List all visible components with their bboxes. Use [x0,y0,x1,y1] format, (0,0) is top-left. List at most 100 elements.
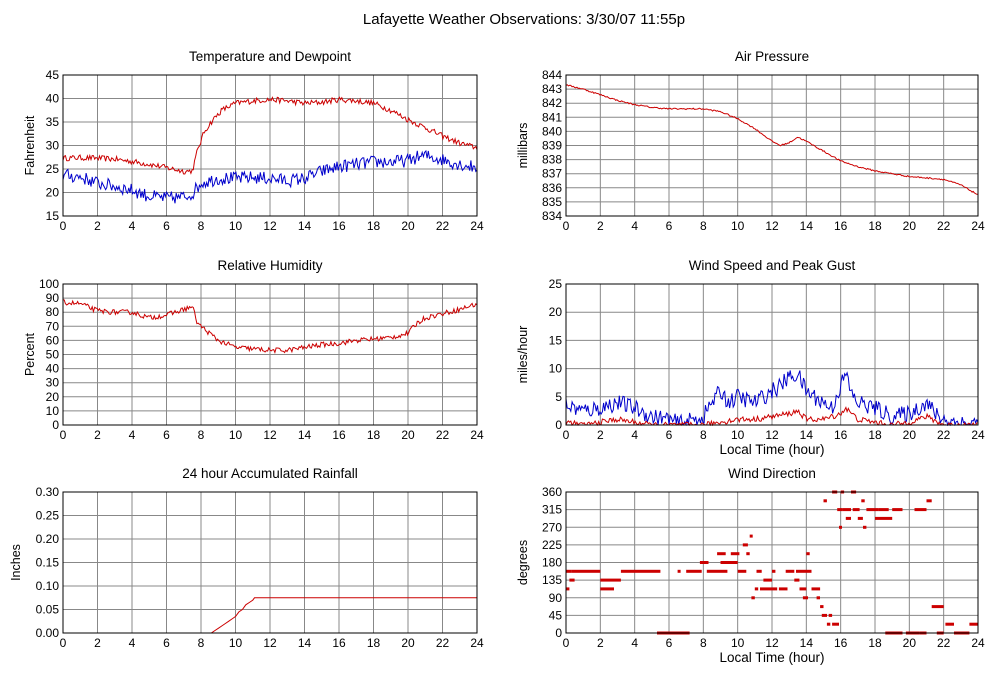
y-tick-label: 838 [542,153,562,167]
x-tick-label: 18 [367,428,381,442]
direction-point [677,569,681,573]
y-axis-label: millibars [516,123,530,169]
y-tick-label: 0.10 [36,579,60,593]
x-tick-label: 10 [731,636,745,650]
x-tick-label: 22 [937,219,951,233]
x-tick-label: 10 [229,636,243,650]
x-tick-label: 24 [470,636,484,650]
y-tick-label: 15 [549,333,563,347]
y-tick-label: 0 [555,626,562,640]
y-tick-label: 360 [542,485,562,499]
x-tick-label: 18 [367,636,381,650]
x-tick-label: 18 [868,219,882,233]
plot-frame [62,283,478,426]
direction-point [811,587,821,591]
x-tick-label: 8 [198,636,205,650]
y-axis-label: Inches [9,544,23,581]
x-tick-label: 8 [198,219,205,233]
panel-title: Wind Speed and Peak Gust [689,258,856,273]
y-tick-label: 0 [555,418,562,432]
x-tick-label: 0 [563,219,570,233]
x-tick-label: 24 [470,219,484,233]
x-tick-label: 0 [60,636,67,650]
x-tick-label: 12 [263,636,277,650]
x-tick-label: 4 [129,636,136,650]
x-tick-label: 14 [800,428,814,442]
direction-point [861,499,865,503]
direction-point [816,596,820,600]
y-tick-label: 0.05 [36,603,60,617]
direction-point [717,552,726,556]
x-tick-label: 14 [298,428,312,442]
direction-point [785,569,795,573]
direction-point [760,587,778,591]
x-tick-label: 14 [800,636,814,650]
grid [63,492,477,633]
y-tick-label: 0.25 [36,509,60,523]
direction-point [839,525,842,529]
direction-point [600,578,621,582]
x-tick-label: 18 [868,428,882,442]
direction-point [796,569,812,573]
y-tick-label: 10 [46,404,60,418]
x-tick-label: 4 [631,219,638,233]
x-tick-label: 10 [731,428,745,442]
y-tick-label: 841 [542,110,562,124]
direction-point [926,499,932,503]
y-tick-label: 837 [542,167,562,181]
x-tick-label: 20 [903,636,917,650]
y-tick-label: 840 [542,124,562,138]
direction-point [802,596,808,600]
x-tick-label: 4 [631,636,638,650]
direction-point [571,569,601,573]
plot-frame [62,74,478,217]
x-tick-label: 14 [298,219,312,233]
direction-point [699,561,709,564]
y-tick-label: 0.15 [36,556,60,570]
series-line-temp-0 [63,96,477,175]
x-tick-label: 0 [60,428,67,442]
x-tick-label: 0 [60,219,67,233]
x-tick-label: 2 [597,636,604,650]
x-tick-label: 4 [129,219,136,233]
direction-point [706,569,728,573]
y-tick-label: 35 [46,115,60,129]
plot-frame [565,283,979,426]
panel-title: Wind Direction [728,466,816,481]
x-tick-label: 2 [94,219,101,233]
x-tick-label: 6 [666,428,673,442]
panel-title: 24 hour Accumulated Rainfall [182,466,358,481]
direction-point [746,552,750,556]
x-axis-label: Local Time (hour) [719,650,824,665]
direction-point [566,587,570,591]
direction-point [763,578,772,582]
y-tick-label: 30 [46,139,60,153]
direction-point [730,552,740,556]
direction-point [863,525,867,529]
y-tick-label: 100 [39,277,59,291]
x-tick-label: 12 [765,219,779,233]
x-tick-label: 16 [834,219,848,233]
direction-point [845,516,851,520]
direction-point [820,605,824,609]
grid [566,75,978,216]
direction-point [832,622,839,626]
x-tick-label: 14 [800,219,814,233]
page-title: Lafayette Weather Observations: 3/30/07 … [363,11,685,28]
direction-point [931,605,944,609]
y-tick-label: 25 [46,162,60,176]
x-tick-label: 24 [470,428,484,442]
grid [566,492,978,633]
x-tick-label: 10 [229,428,243,442]
direction-point [569,578,575,582]
y-tick-label: 80 [46,305,60,319]
direction-point [857,516,863,520]
x-tick-label: 18 [868,636,882,650]
plot-frame [62,491,478,634]
x-tick-label: 12 [765,636,779,650]
y-axis-label: miles/hour [516,326,530,384]
x-tick-label: 20 [401,428,415,442]
y-tick-label: 842 [542,96,562,110]
